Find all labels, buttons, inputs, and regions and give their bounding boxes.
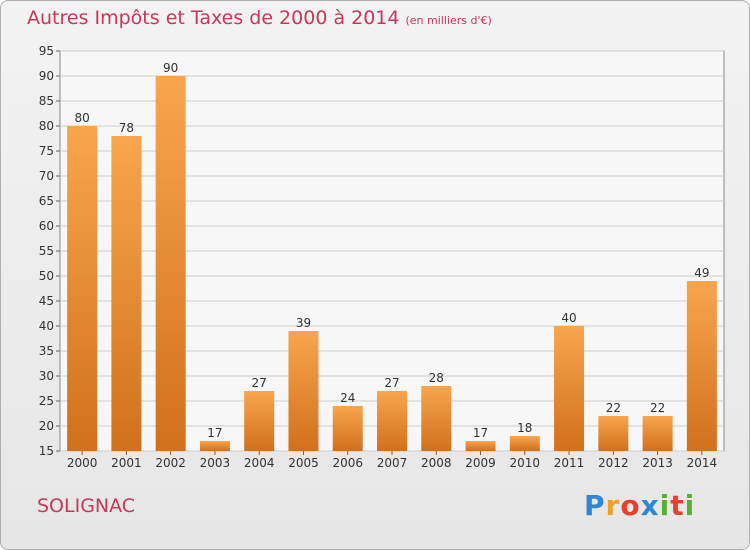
- bar-value-label: 39: [296, 316, 311, 330]
- bar-2013: [642, 416, 673, 451]
- chart-subtitle: (en milliers d'€): [405, 14, 492, 27]
- bar-2009: [465, 441, 496, 451]
- bar-value-label: 18: [517, 421, 532, 435]
- y-tick-label: 65: [39, 194, 54, 208]
- y-tick-label: 45: [39, 294, 54, 308]
- bar-value-label: 78: [119, 121, 134, 135]
- bar-2000: [67, 126, 98, 451]
- bar-value-label: 49: [694, 266, 709, 280]
- x-tick-label: 2003: [200, 456, 231, 470]
- y-tick-label: 60: [39, 219, 54, 233]
- x-tick-label: 2010: [510, 456, 541, 470]
- bar-2010: [509, 436, 540, 451]
- bar-2005: [288, 331, 319, 451]
- y-tick-label: 50: [39, 269, 54, 283]
- bar-value-label: 28: [429, 371, 444, 385]
- y-tick-label: 20: [39, 419, 54, 433]
- y-tick-label: 15: [39, 444, 54, 458]
- logo-letter: x: [640, 489, 660, 522]
- y-tick-label: 95: [39, 44, 54, 58]
- bar-2002: [155, 76, 186, 451]
- bar-2014: [686, 281, 717, 451]
- x-tick-label: 2012: [598, 456, 629, 470]
- logo-letter: t: [670, 489, 685, 522]
- x-tick-label: 2013: [642, 456, 673, 470]
- x-tick-label: 2008: [421, 456, 452, 470]
- x-tick-label: 2007: [377, 456, 408, 470]
- y-tick-label: 85: [39, 94, 54, 108]
- bar-2012: [598, 416, 629, 451]
- x-tick-label: 2002: [155, 456, 186, 470]
- logo-letter: P: [584, 489, 606, 522]
- bar-value-label: 17: [473, 426, 488, 440]
- y-tick-label: 90: [39, 69, 54, 83]
- x-tick-label: 2004: [244, 456, 275, 470]
- x-tick-label: 2000: [67, 456, 98, 470]
- bar-value-label: 90: [163, 61, 178, 75]
- logo-letter: o: [620, 489, 641, 522]
- x-tick-label: 2011: [554, 456, 585, 470]
- bar-2011: [554, 326, 585, 451]
- logo-letter: i: [659, 489, 671, 522]
- proxiti-logo: Proxiti: [584, 489, 695, 522]
- y-tick-label: 35: [39, 344, 54, 358]
- chart-title-text: Autres Impôts et Taxes de 2000 à 2014: [27, 7, 400, 29]
- x-tick-label: 2009: [465, 456, 496, 470]
- bar-value-label: 27: [252, 376, 267, 390]
- y-tick-label: 75: [39, 144, 54, 158]
- bar-value-label: 27: [384, 376, 399, 390]
- bar-value-label: 80: [74, 111, 89, 125]
- bar-value-label: 22: [606, 401, 621, 415]
- bar-2004: [244, 391, 275, 451]
- bar-2001: [111, 136, 142, 451]
- bar-value-label: 17: [207, 426, 222, 440]
- bar-2008: [421, 386, 452, 451]
- commune-name: SOLIGNAC: [37, 495, 136, 517]
- y-tick-label: 80: [39, 119, 54, 133]
- bar-2006: [332, 406, 363, 451]
- bar-value-label: 40: [561, 311, 576, 325]
- chart-title: Autres Impôts et Taxes de 2000 à 2014 (en…: [27, 7, 492, 29]
- y-tick-label: 40: [39, 319, 54, 333]
- y-tick-label: 55: [39, 244, 54, 258]
- x-tick-label: 2005: [288, 456, 319, 470]
- bar-value-label: 24: [340, 391, 355, 405]
- x-tick-label: 2006: [332, 456, 363, 470]
- bar-2007: [377, 391, 407, 451]
- bar-value-label: 22: [650, 401, 665, 415]
- y-tick-label: 70: [39, 169, 54, 183]
- y-tick-label: 30: [39, 369, 54, 383]
- bar-2003: [199, 441, 230, 451]
- x-tick-label: 2014: [687, 456, 718, 470]
- logo-letter: r: [605, 489, 621, 522]
- y-tick-label: 25: [39, 394, 54, 408]
- x-tick-label: 2001: [111, 456, 142, 470]
- logo-letter: i: [684, 489, 696, 522]
